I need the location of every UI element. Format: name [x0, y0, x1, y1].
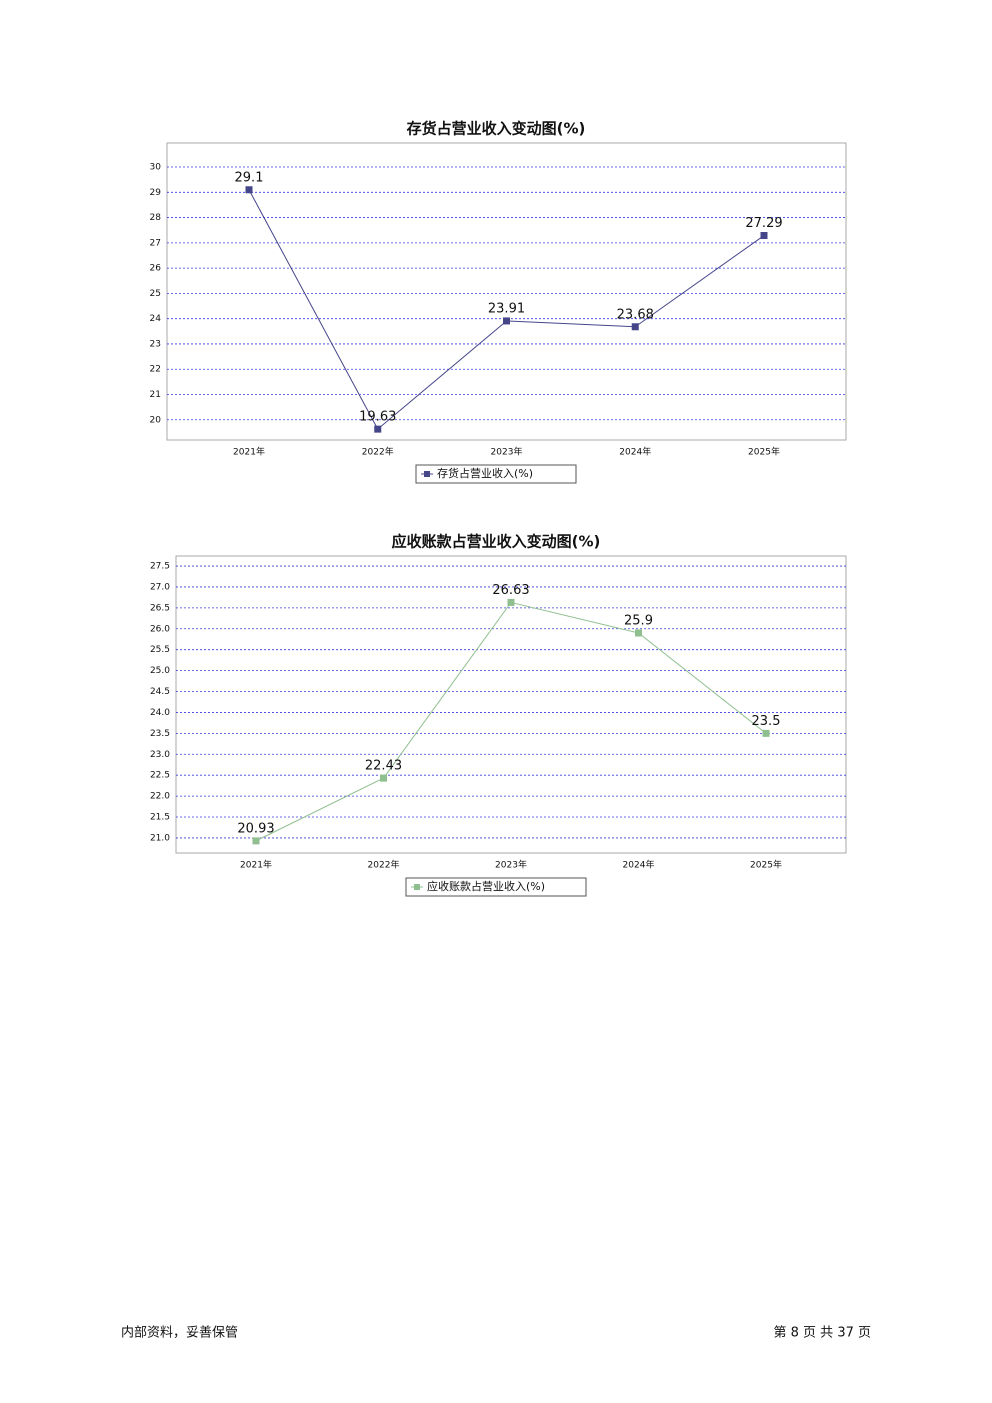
y-tick-label: 22.0 — [150, 792, 170, 802]
y-tick-label: 26.0 — [150, 624, 170, 634]
data-label: 22.43 — [365, 759, 402, 774]
chart-title: 存货占营业收入变动图(%) — [407, 120, 586, 138]
point-marker — [503, 317, 510, 325]
data-label: 19.63 — [359, 410, 396, 425]
y-tick-label: 25.5 — [150, 645, 170, 655]
x-tick-label: 2021年 — [240, 859, 272, 871]
y-tick-label: 23.5 — [150, 729, 170, 739]
point-marker — [631, 323, 639, 331]
y-tick-label: 21.0 — [150, 833, 170, 843]
data-label: 23.68 — [617, 307, 654, 322]
point-marker — [760, 232, 768, 240]
y-tick-label: 27.0 — [150, 582, 170, 592]
footer-right: 第 8 页 共 37 页 — [774, 1326, 871, 1341]
data-label: 26.63 — [492, 583, 529, 598]
legend-label: 应收账款占营业收入(%) — [427, 879, 545, 893]
plot-area — [166, 142, 847, 441]
y-tick-label: 20 — [150, 415, 162, 425]
point-marker — [762, 729, 770, 737]
point-marker — [245, 186, 253, 194]
y-tick-label: 22.5 — [150, 771, 170, 781]
x-tick-label: 2021年 — [233, 446, 265, 458]
data-label: 27.29 — [745, 216, 782, 231]
data-label: 23.5 — [752, 714, 781, 729]
y-tick-label: 29 — [150, 188, 162, 198]
data-label: 25.9 — [624, 613, 653, 628]
data-label: 20.93 — [237, 821, 274, 836]
point-marker — [374, 425, 382, 433]
y-tick-label: 24.5 — [150, 687, 170, 697]
y-tick-label: 26.5 — [150, 603, 170, 613]
y-tick-label: 25.0 — [150, 666, 170, 676]
y-tick-label: 27.5 — [150, 562, 170, 572]
x-tick-label: 2023年 — [491, 446, 523, 458]
x-tick-label: 2025年 — [748, 446, 780, 458]
y-tick-label: 30 — [150, 163, 162, 173]
y-tick-label: 23.0 — [150, 750, 170, 760]
point-marker — [635, 629, 642, 637]
y-tick-label: 21 — [150, 390, 161, 400]
x-tick-label: 2023年 — [495, 859, 527, 871]
legend-marker — [424, 471, 430, 477]
y-tick-label: 21.5 — [150, 813, 170, 823]
data-label: 29.1 — [235, 170, 264, 185]
legend-label: 存货占营业收入(%) — [437, 466, 533, 480]
legend-box — [405, 877, 587, 897]
y-tick-label: 23 — [150, 339, 161, 349]
x-tick-label: 2022年 — [368, 859, 400, 871]
footer-left: 内部资料，妥善保管 — [121, 1325, 238, 1341]
y-tick-label: 24 — [150, 314, 162, 324]
y-tick-label: 26 — [150, 264, 162, 274]
y-tick-label: 24.0 — [150, 708, 170, 718]
y-tick-label: 22 — [150, 365, 161, 375]
point-marker — [507, 598, 515, 606]
x-tick-label: 2024年 — [623, 859, 655, 871]
y-tick-label: 27 — [150, 238, 161, 248]
point-marker — [380, 774, 387, 782]
legend-marker — [414, 884, 420, 890]
x-tick-label: 2022年 — [362, 446, 394, 458]
chart-title: 应收账款占营业收入变动图(%) — [392, 533, 601, 551]
y-tick-label: 25 — [150, 289, 161, 299]
y-tick-label: 28 — [150, 213, 162, 223]
legend-box — [415, 464, 577, 484]
x-tick-label: 2025年 — [750, 859, 782, 871]
point-marker — [252, 837, 260, 845]
data-label: 23.91 — [488, 301, 525, 316]
x-tick-label: 2024年 — [619, 446, 651, 458]
